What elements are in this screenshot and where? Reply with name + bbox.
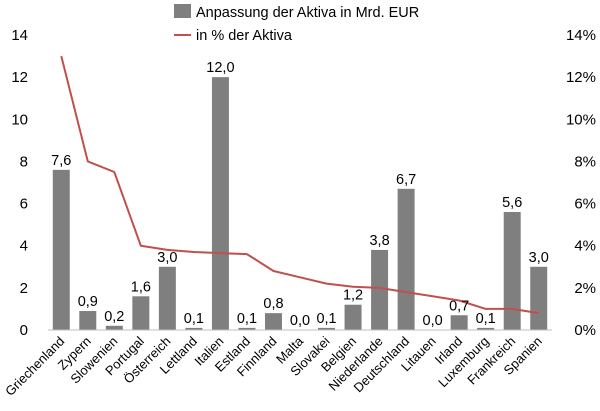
left-axis-tick-label: 12: [11, 69, 28, 86]
data-labels: 7,6 0,9 0,2 1,6 3,0 0,1 12,0 0,1 0,8 0,0 0,1 1,2 3,8…: [51, 60, 549, 329]
bar: [397, 188, 415, 330]
left-axis-tick-label: 14: [11, 27, 28, 44]
category-labels: GriechenlandZypernSlowenienPortugalÖster…: [2, 333, 545, 399]
bar-data-label: 0,0: [290, 313, 310, 329]
bar-data-label: 0,7: [449, 298, 469, 314]
bar-data-label: 0,9: [78, 294, 98, 310]
line-series: [60, 55, 539, 315]
legend: Anpassung der Aktiva in Mrd. EUR in % de…: [174, 4, 419, 44]
bar: [503, 212, 521, 330]
bar-data-label: 0,1: [316, 311, 336, 327]
bar-data-label: 3,0: [529, 250, 549, 266]
bar-data-label: 7,6: [51, 153, 71, 169]
bar-data-label: 6,7: [396, 172, 416, 188]
left-axis-tick-label: 4: [20, 238, 28, 255]
bar-data-label: 0,8: [263, 296, 283, 312]
bar: [371, 249, 389, 330]
bar-data-label: 12,0: [206, 60, 234, 76]
bar: [344, 304, 362, 330]
legend-label-line: in % der Aktiva: [196, 28, 293, 44]
bar: [158, 266, 176, 330]
bar-data-label: 0,0: [423, 313, 443, 329]
right-axis-tick-label: 14%: [566, 27, 596, 44]
left-axis-tick-label: 0: [20, 322, 28, 339]
bar: [132, 296, 150, 330]
left-axis-tick-label: 10: [11, 111, 28, 128]
left-axis-tick-label: 6: [20, 196, 28, 213]
right-axis-tick-label: 8%: [574, 153, 596, 170]
left-axis-tick-label: 2: [20, 280, 28, 297]
bar-data-label: 1,6: [131, 279, 151, 295]
legend-swatch-bars: [174, 4, 191, 18]
bar-series: [52, 77, 548, 331]
right-axis-tick-label: 2%: [574, 280, 596, 297]
bar: [105, 325, 123, 330]
bar: [211, 77, 229, 331]
bar: [185, 327, 203, 330]
bar-data-label: 3,8: [369, 233, 389, 249]
percent-line: [60, 55, 539, 315]
legend-label-bars: Anpassung der Aktiva in Mrd. EUR: [196, 5, 419, 21]
bar-data-label: 0,2: [104, 309, 124, 325]
right-axis-tick-label: 4%: [574, 238, 596, 255]
right-axis-tick-label: 0%: [574, 322, 596, 339]
bar-data-label: 3,0: [157, 250, 177, 266]
right-axis-tick-label: 10%: [566, 111, 596, 128]
bar: [477, 327, 495, 330]
bar-data-label: 0,1: [237, 311, 257, 327]
bar: [318, 327, 336, 330]
left-axis-tick-label: 8: [20, 153, 28, 170]
bar-data-label: 5,6: [502, 195, 522, 211]
bar: [530, 266, 548, 330]
right-axis: 0% 2% 4% 6% 8% 10% 12% 14%: [566, 27, 596, 339]
bar: [238, 327, 256, 330]
bar: [264, 313, 282, 330]
bar: [79, 311, 97, 330]
bar: [450, 315, 468, 330]
right-axis-tick-label: 12%: [566, 69, 596, 86]
bar: [52, 169, 70, 330]
bar-data-label: 0,1: [476, 311, 496, 327]
right-axis-tick-label: 6%: [574, 196, 596, 213]
bar-data-label: 0,1: [184, 311, 204, 327]
left-axis: 0 2 4 6 8 10 12 14: [11, 27, 28, 339]
bar-data-label: 1,2: [343, 288, 363, 304]
